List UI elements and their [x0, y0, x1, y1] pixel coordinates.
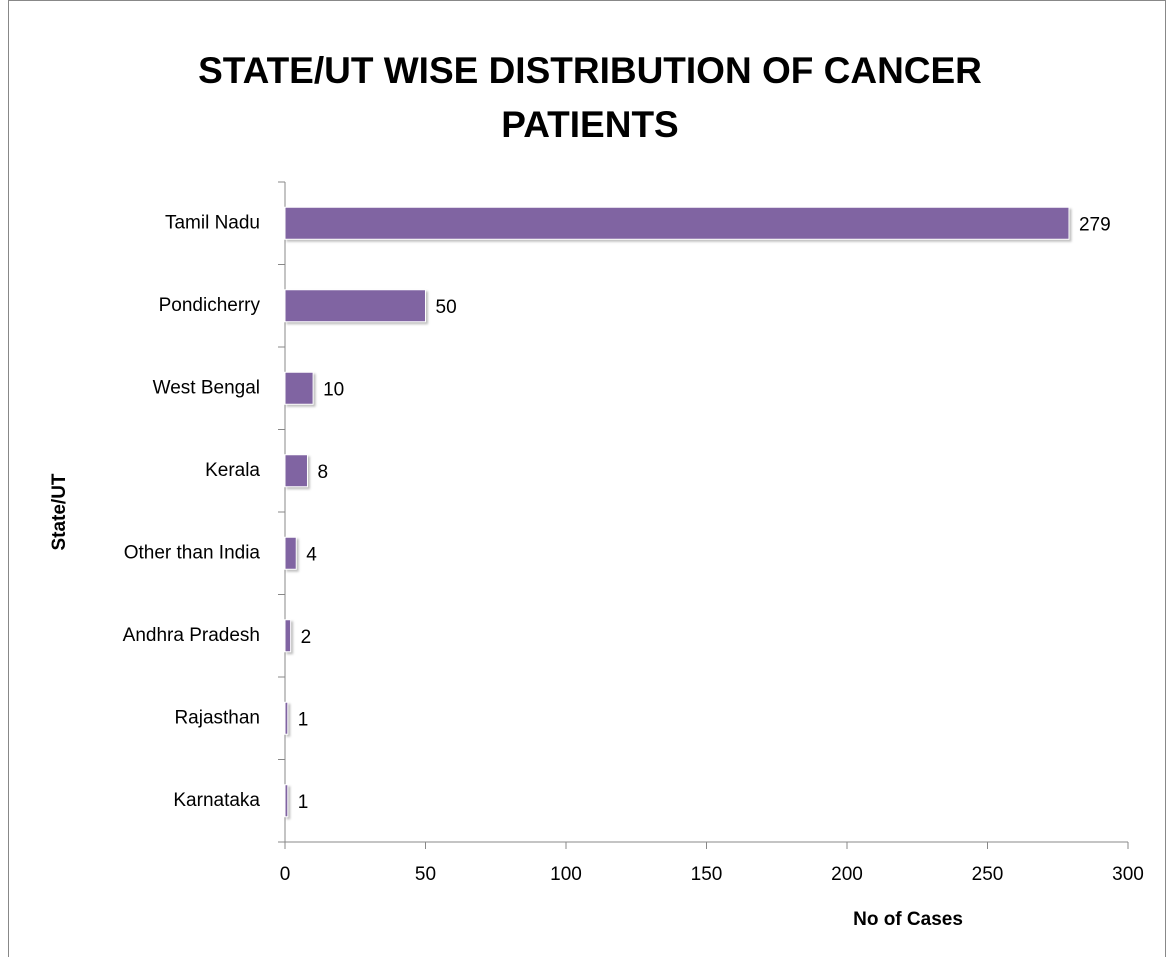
x-tick-label: 300 [1112, 864, 1144, 885]
data-label: 2 [301, 627, 312, 648]
bar [284, 454, 308, 488]
x-axis-label: No of Cases [853, 909, 963, 930]
y-tick-label: Andhra Pradesh [123, 625, 260, 646]
x-tick-label: 250 [972, 864, 1004, 885]
y-tick-label: Rajasthan [174, 707, 260, 728]
data-label: 1 [298, 709, 309, 730]
y-tick-label: Other than India [124, 542, 261, 563]
bar [284, 619, 292, 653]
data-label: 279 [1079, 214, 1111, 235]
x-tick-label: 0 [280, 864, 291, 885]
bar [284, 536, 297, 570]
y-tick-label: Kerala [205, 460, 260, 481]
chart-title: STATE/UT WISE DISTRIBUTION OF CANCER PAT… [198, 50, 982, 145]
y-axis-label: State/UT [49, 473, 70, 550]
bar [284, 371, 314, 405]
x-tick-label: 100 [550, 864, 582, 885]
data-label: 1 [298, 792, 309, 813]
y-tick-label: West Bengal [153, 377, 260, 398]
data-label: 50 [436, 297, 457, 318]
data-label: 10 [323, 379, 344, 400]
bar [284, 289, 426, 323]
x-tick-label: 200 [831, 864, 863, 885]
y-tick-label: Karnataka [173, 790, 260, 811]
bar [284, 701, 289, 735]
bar [284, 784, 289, 818]
chart-border [8, 0, 1166, 957]
y-tick-label: Pondicherry [159, 295, 261, 316]
bar [284, 206, 1070, 240]
data-label: 8 [317, 462, 328, 483]
x-tick-label: 50 [415, 864, 436, 885]
y-tick-label: Tamil Nadu [165, 212, 260, 233]
data-label: 4 [306, 544, 317, 565]
x-tick-label: 150 [691, 864, 723, 885]
